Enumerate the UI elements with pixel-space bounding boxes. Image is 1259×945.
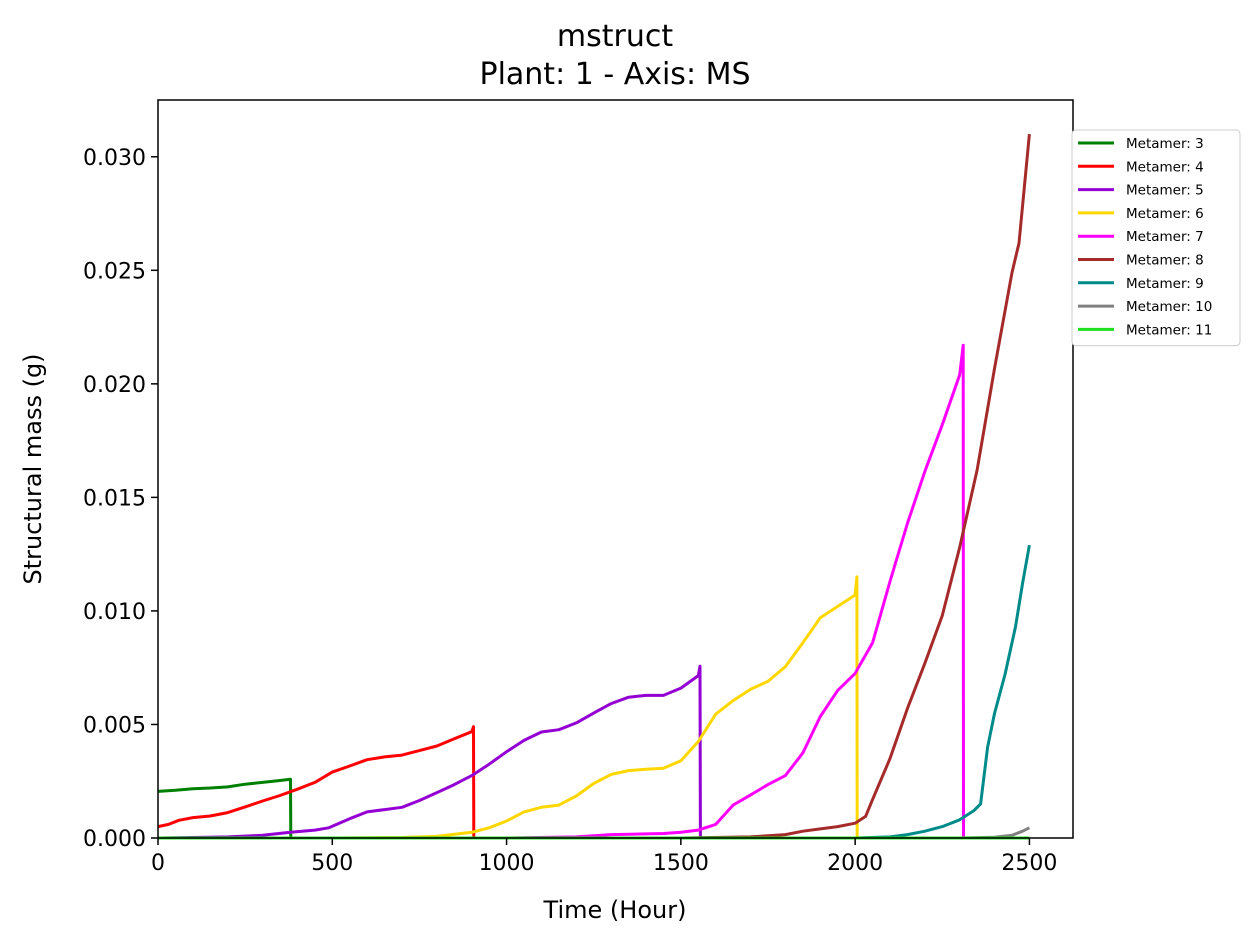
- series-line-2: [157, 725, 1030, 840]
- x-axis: 0 500 1000 1500 2000 2500: [151, 838, 1057, 876]
- x-tick-label: 0: [151, 851, 165, 876]
- series-line-7: [158, 544, 1031, 840]
- series-line-5: [158, 343, 1030, 840]
- legend-label: Metamer: 6: [1126, 206, 1204, 222]
- legend-box: [1071, 129, 1241, 347]
- y-tick-label: 0.010: [83, 600, 146, 625]
- y-tick-label: 0.015: [83, 486, 146, 511]
- legend-label: Metamer: 3: [1126, 136, 1204, 152]
- legend-label: Metamer: 7: [1126, 229, 1204, 245]
- y-axis: 0.000 0.005 0.010 0.015 0.020 0.025 0.030: [83, 146, 158, 852]
- chart-subtitle: Plant: 1 - Axis: MS: [479, 57, 750, 92]
- y-tick-label: 0.030: [83, 146, 146, 171]
- series-line-4: [158, 575, 1030, 840]
- x-axis-label: Time (Hour): [543, 896, 687, 924]
- legend-label: Metamer: 8: [1126, 253, 1204, 269]
- legend-label: Metamer: 9: [1126, 276, 1204, 292]
- x-tick-label: 2000: [827, 851, 883, 876]
- y-tick-label: 0.020: [83, 373, 146, 398]
- legend-label: Metamer: 11: [1126, 322, 1212, 338]
- legend: Metamer: 3 Metamer: 4 Metamer: 5 Metamer: 6…: [1071, 129, 1241, 347]
- legend-label: Metamer: 4: [1126, 159, 1204, 175]
- plot-area: [157, 133, 1031, 840]
- y-tick-label: 0.005: [83, 713, 146, 738]
- x-tick-label: 500: [311, 851, 353, 876]
- plot-frame: [157, 99, 1074, 839]
- x-tick-label: 2500: [1001, 851, 1057, 876]
- y-tick-label: 0.025: [83, 259, 146, 284]
- series-line-6: [158, 133, 1031, 840]
- legend-label: Metamer: 10: [1126, 299, 1212, 315]
- y-axis-label: Structural mass (g): [19, 353, 47, 584]
- chart-title: mstruct: [557, 19, 673, 54]
- x-tick-label: 1000: [479, 851, 535, 876]
- y-tick-label: 0.000: [83, 827, 146, 852]
- legend-label: Metamer: 5: [1126, 183, 1204, 199]
- series-line-1: [157, 777, 1030, 840]
- series-line-3: [157, 664, 1030, 840]
- x-tick-label: 1500: [653, 851, 709, 876]
